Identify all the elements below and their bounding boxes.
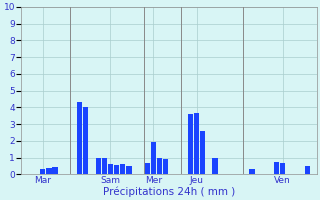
Bar bbox=[145, 163, 150, 174]
Bar bbox=[46, 168, 52, 174]
Bar bbox=[40, 169, 45, 174]
Bar bbox=[163, 159, 168, 174]
Bar bbox=[83, 107, 88, 174]
Bar bbox=[200, 131, 205, 174]
Bar bbox=[114, 165, 119, 174]
Bar bbox=[120, 164, 125, 174]
Bar bbox=[280, 163, 285, 174]
Bar bbox=[126, 166, 132, 174]
Bar bbox=[95, 158, 101, 174]
Bar bbox=[194, 113, 199, 174]
Bar bbox=[274, 162, 279, 174]
Bar bbox=[77, 102, 82, 174]
Bar bbox=[157, 158, 162, 174]
Bar bbox=[151, 142, 156, 174]
Bar bbox=[212, 158, 218, 174]
Bar bbox=[249, 169, 254, 174]
Bar bbox=[108, 164, 113, 174]
Bar bbox=[52, 167, 58, 174]
Bar bbox=[305, 166, 310, 174]
Bar bbox=[102, 158, 107, 174]
X-axis label: Précipitations 24h ( mm ): Précipitations 24h ( mm ) bbox=[103, 186, 235, 197]
Bar bbox=[188, 114, 193, 174]
